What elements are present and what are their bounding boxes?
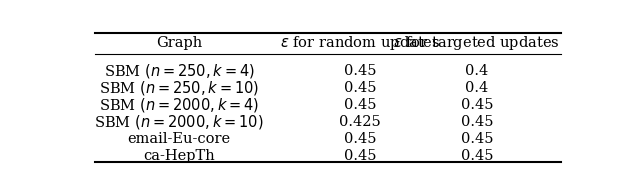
- Text: 0.45: 0.45: [461, 98, 493, 112]
- Text: $\varepsilon$ for targeted updates: $\varepsilon$ for targeted updates: [394, 34, 560, 52]
- Text: 0.425: 0.425: [339, 115, 381, 129]
- Text: SBM $(n = 2000, k = 4)$: SBM $(n = 2000, k = 4)$: [99, 96, 259, 114]
- Text: ca-HepTh: ca-HepTh: [143, 149, 215, 163]
- Text: 0.45: 0.45: [344, 149, 376, 163]
- Text: $\varepsilon$ for random updates: $\varepsilon$ for random updates: [280, 34, 440, 52]
- Text: SBM $(n = 250, k = 10)$: SBM $(n = 250, k = 10)$: [99, 79, 259, 97]
- Text: 0.45: 0.45: [344, 81, 376, 95]
- Text: 0.4: 0.4: [465, 81, 488, 95]
- Text: 0.45: 0.45: [344, 98, 376, 112]
- Text: 0.45: 0.45: [461, 132, 493, 146]
- Text: Graph: Graph: [156, 36, 202, 50]
- Text: 0.45: 0.45: [344, 132, 376, 146]
- Text: 0.4: 0.4: [465, 64, 488, 78]
- Text: email-Eu-core: email-Eu-core: [127, 132, 231, 146]
- Text: 0.45: 0.45: [461, 149, 493, 163]
- Text: SBM $(n = 250, k = 4)$: SBM $(n = 250, k = 4)$: [104, 62, 255, 80]
- Text: 0.45: 0.45: [461, 115, 493, 129]
- Text: SBM $(n = 2000, k = 10)$: SBM $(n = 2000, k = 10)$: [95, 113, 264, 131]
- Text: 0.45: 0.45: [344, 64, 376, 78]
